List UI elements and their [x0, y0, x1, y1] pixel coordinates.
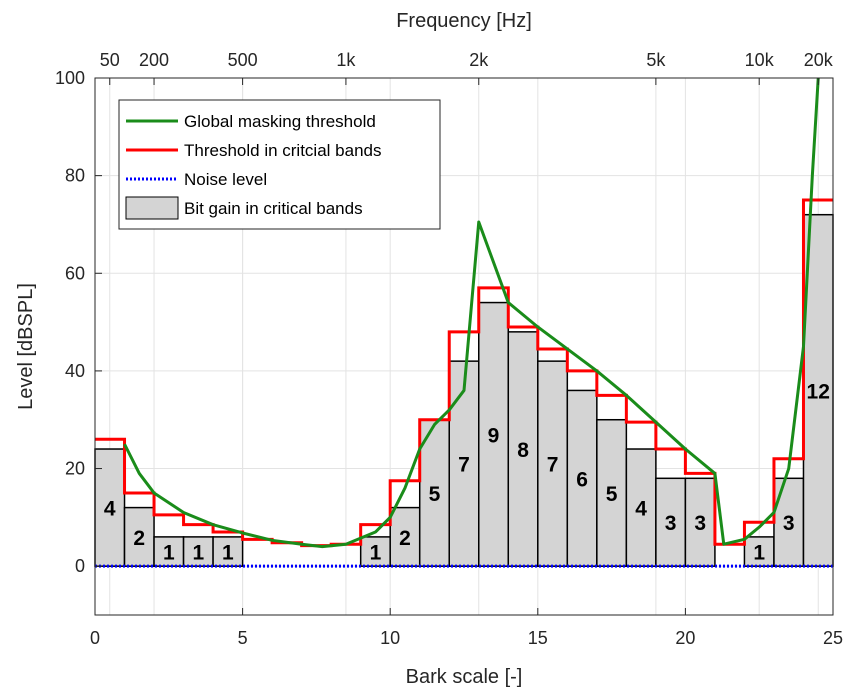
top-tick-label: 200	[139, 50, 169, 70]
x-tick-label: 5	[238, 628, 248, 648]
bit-gain-bar	[418, 418, 450, 567]
x-axis-title: Bark scale [-]	[406, 666, 523, 688]
top-tick-label: 2k	[469, 50, 489, 70]
x-tick-label: 10	[380, 628, 400, 648]
bar-value-label: 1	[163, 542, 175, 565]
bar-value-label: 1	[370, 542, 382, 565]
y-tick-label: 60	[65, 263, 85, 283]
legend-label-bit-gain: Bit gain in critical bands	[184, 199, 363, 218]
top-tick-label: 5k	[646, 50, 666, 70]
legend-swatch-bit-gain	[125, 196, 179, 220]
bar-value-label: 3	[665, 512, 677, 535]
bar-value-label: 5	[429, 483, 441, 506]
bit-gain-bar	[566, 389, 598, 567]
bit-gain-bar	[212, 536, 244, 567]
top-tick-label: 50	[100, 50, 120, 70]
bar-value-label: 6	[576, 468, 588, 491]
legend-label-noise-level: Noise level	[184, 170, 267, 189]
y-tick-label: 0	[75, 556, 85, 576]
bar-value-label: 2	[133, 527, 145, 550]
top-tick-label: 10k	[745, 50, 775, 70]
bit-gain-bar	[123, 506, 155, 567]
legend-label-global-threshold: Global masking threshold	[184, 112, 376, 131]
y-axis-title: Level [dBSPL]	[15, 283, 37, 410]
bar-value-label: 12	[807, 380, 830, 403]
x-tick-label: 25	[823, 628, 843, 648]
y-tick-label: 80	[65, 166, 85, 186]
bar-value-label: 9	[488, 424, 500, 447]
top-tick-label: 20k	[804, 50, 834, 70]
bit-gain-bar	[655, 477, 687, 567]
bit-gain-bar	[478, 301, 510, 567]
bar-value-label: 3	[694, 512, 706, 535]
x-tick-label: 20	[675, 628, 695, 648]
global-masking-threshold-line	[123, 78, 820, 549]
top-tick-label: 1k	[336, 50, 356, 70]
x-tick-label: 0	[90, 628, 100, 648]
bar-value-label: 1	[192, 542, 204, 565]
bar-value-label: 8	[517, 439, 529, 462]
bar-value-label: 4	[635, 498, 647, 521]
bar-value-label: 4	[104, 498, 116, 521]
y-tick-label: 100	[55, 68, 85, 88]
bar-value-label: 3	[783, 512, 795, 535]
y-tick-label: 20	[65, 459, 85, 479]
bar-value-label: 5	[606, 483, 618, 506]
bar-value-label: 7	[458, 454, 470, 477]
x-tick-label: 15	[528, 628, 548, 648]
bar-value-label: 1	[222, 542, 234, 565]
legend-label-band-threshold: Threshold in critcial bands	[184, 141, 381, 160]
top-tick-label: 500	[228, 50, 258, 70]
bit-gain-bars	[94, 213, 834, 567]
series-lines	[95, 78, 833, 568]
bar-value-label: 2	[399, 527, 411, 550]
plot-frame	[94, 77, 834, 616]
bit-gain-bar	[596, 418, 628, 567]
legend: Global masking threshold Threshold in cr…	[118, 99, 441, 230]
y-tick-label: 40	[65, 361, 85, 381]
bar-value-label: 1	[753, 542, 765, 565]
band-threshold-line	[95, 198, 833, 548]
bit-gain-bar	[507, 331, 539, 567]
bit-gain-bar	[153, 536, 185, 567]
top-axis-title: Frequency [Hz]	[396, 10, 532, 32]
bar-value-label: 7	[547, 454, 559, 477]
